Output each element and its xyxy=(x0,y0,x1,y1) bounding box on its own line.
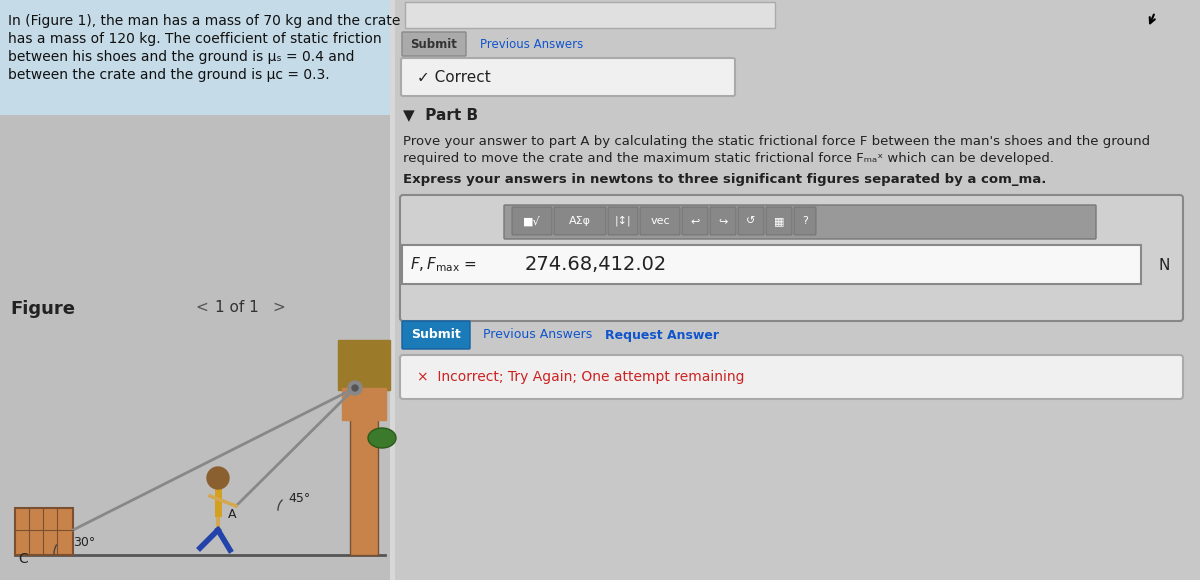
FancyBboxPatch shape xyxy=(402,245,1141,284)
Text: N: N xyxy=(1158,258,1169,273)
Text: Prove your answer to part A by calculating the static frictional force F between: Prove your answer to part A by calculati… xyxy=(403,135,1150,148)
Text: ↺: ↺ xyxy=(746,216,756,226)
FancyBboxPatch shape xyxy=(766,207,792,235)
Text: In (Figure 1), the man has a mass of 70 kg and the crate: In (Figure 1), the man has a mass of 70 … xyxy=(8,14,401,28)
Ellipse shape xyxy=(368,428,396,448)
Text: ▼  Part B: ▼ Part B xyxy=(403,107,478,122)
Text: Previous Answers: Previous Answers xyxy=(482,328,593,342)
Circle shape xyxy=(352,385,358,391)
FancyBboxPatch shape xyxy=(402,321,470,349)
Text: Request Answer: Request Answer xyxy=(605,328,719,342)
FancyBboxPatch shape xyxy=(554,207,606,235)
FancyBboxPatch shape xyxy=(794,207,816,235)
FancyBboxPatch shape xyxy=(401,58,734,96)
Polygon shape xyxy=(338,340,390,390)
Text: vec: vec xyxy=(650,216,670,226)
Text: Express your answers in newtons to three significant figures separated by a com_: Express your answers in newtons to three… xyxy=(403,173,1046,186)
Text: ■√: ■√ xyxy=(523,216,541,226)
FancyBboxPatch shape xyxy=(504,205,1096,239)
Text: Figure: Figure xyxy=(10,300,74,318)
Text: between his shoes and the ground is μₛ = 0.4 and: between his shoes and the ground is μₛ =… xyxy=(8,50,354,64)
Text: ↩: ↩ xyxy=(690,216,700,226)
FancyBboxPatch shape xyxy=(738,207,764,235)
Text: ×  Incorrect; Try Again; One attempt remaining: × Incorrect; Try Again; One attempt rema… xyxy=(418,370,744,384)
FancyBboxPatch shape xyxy=(406,2,775,28)
FancyBboxPatch shape xyxy=(0,0,390,115)
FancyBboxPatch shape xyxy=(710,207,736,235)
Circle shape xyxy=(348,381,362,395)
Text: AΣφ: AΣφ xyxy=(569,216,592,226)
Text: A: A xyxy=(228,508,236,521)
FancyBboxPatch shape xyxy=(0,115,390,580)
FancyBboxPatch shape xyxy=(350,388,378,555)
Text: between the crate and the ground is μᴄ = 0.3.: between the crate and the ground is μᴄ =… xyxy=(8,68,330,82)
Text: ▦: ▦ xyxy=(774,216,785,226)
Text: 45°: 45° xyxy=(288,492,311,505)
Text: ✓ Correct: ✓ Correct xyxy=(418,70,491,85)
FancyBboxPatch shape xyxy=(608,207,638,235)
FancyBboxPatch shape xyxy=(400,195,1183,321)
FancyBboxPatch shape xyxy=(682,207,708,235)
FancyBboxPatch shape xyxy=(14,508,73,555)
Text: 274.68,412.02: 274.68,412.02 xyxy=(526,256,667,274)
Text: C: C xyxy=(18,552,28,566)
FancyBboxPatch shape xyxy=(512,207,552,235)
Text: Submit: Submit xyxy=(412,328,461,342)
FancyBboxPatch shape xyxy=(400,355,1183,399)
Text: $F, F_{\mathrm{max}}$ =: $F, F_{\mathrm{max}}$ = xyxy=(410,256,478,274)
Text: <: < xyxy=(194,300,208,315)
FancyBboxPatch shape xyxy=(640,207,680,235)
Text: Previous Answers: Previous Answers xyxy=(480,38,583,50)
Text: >: > xyxy=(272,300,284,315)
Text: 1 of 1: 1 of 1 xyxy=(215,300,259,315)
Circle shape xyxy=(208,467,229,489)
Text: ↪: ↪ xyxy=(719,216,727,226)
FancyBboxPatch shape xyxy=(395,0,1200,580)
Text: has a mass of 120 kg. The coefficient of static friction: has a mass of 120 kg. The coefficient of… xyxy=(8,32,382,46)
FancyBboxPatch shape xyxy=(402,32,466,56)
Polygon shape xyxy=(342,388,386,420)
Text: ?: ? xyxy=(802,216,808,226)
Text: Submit: Submit xyxy=(410,38,457,50)
Text: 30°: 30° xyxy=(73,536,95,549)
Text: |↕|: |↕| xyxy=(614,216,631,226)
Text: required to move the crate and the maximum static frictional force Fₘₐˣ which ca: required to move the crate and the maxim… xyxy=(403,152,1054,165)
